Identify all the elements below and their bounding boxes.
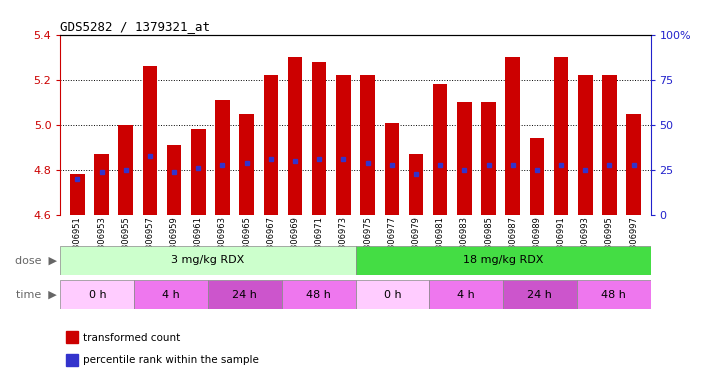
Bar [506,57,520,215]
Bar [554,57,568,215]
Bar [119,125,133,215]
Bar [66,331,78,343]
Bar [457,102,471,215]
Bar [336,75,351,215]
Text: 18 mg/kg RDX: 18 mg/kg RDX [463,255,543,265]
Bar [312,62,326,215]
Bar [577,280,651,309]
Bar [191,129,205,215]
Text: dose  ▶: dose ▶ [15,255,57,265]
Text: time  ▶: time ▶ [16,290,57,300]
Bar [143,66,157,215]
Bar [409,154,423,215]
Text: percentile rank within the sample: percentile rank within the sample [83,355,259,365]
Bar [626,114,641,215]
Bar [602,75,616,215]
Bar [282,280,356,309]
Bar [66,354,78,366]
Bar [288,57,302,215]
Text: 24 h: 24 h [528,290,552,300]
Bar [70,174,85,215]
Bar [578,75,592,215]
Bar [134,280,208,309]
Bar [356,246,651,275]
Bar [60,280,134,309]
Text: 0 h: 0 h [383,290,401,300]
Text: 48 h: 48 h [602,290,626,300]
Bar [240,114,254,215]
Text: 24 h: 24 h [232,290,257,300]
Bar [503,280,577,309]
Text: 48 h: 48 h [306,290,331,300]
Text: transformed count: transformed count [83,333,180,343]
Text: 4 h: 4 h [457,290,475,300]
Bar [60,246,356,275]
Bar [530,138,544,215]
Bar [215,100,230,215]
Bar [481,102,496,215]
Bar [95,154,109,215]
Bar [385,122,399,215]
Bar [264,75,278,215]
Text: 0 h: 0 h [88,290,106,300]
Bar [433,84,447,215]
Bar [208,280,282,309]
Bar [429,280,503,309]
Text: GDS5282 / 1379321_at: GDS5282 / 1379321_at [60,20,210,33]
Text: 3 mg/kg RDX: 3 mg/kg RDX [171,255,245,265]
Text: 4 h: 4 h [162,290,180,300]
Bar [167,145,181,215]
Bar [360,75,375,215]
Bar [356,280,429,309]
